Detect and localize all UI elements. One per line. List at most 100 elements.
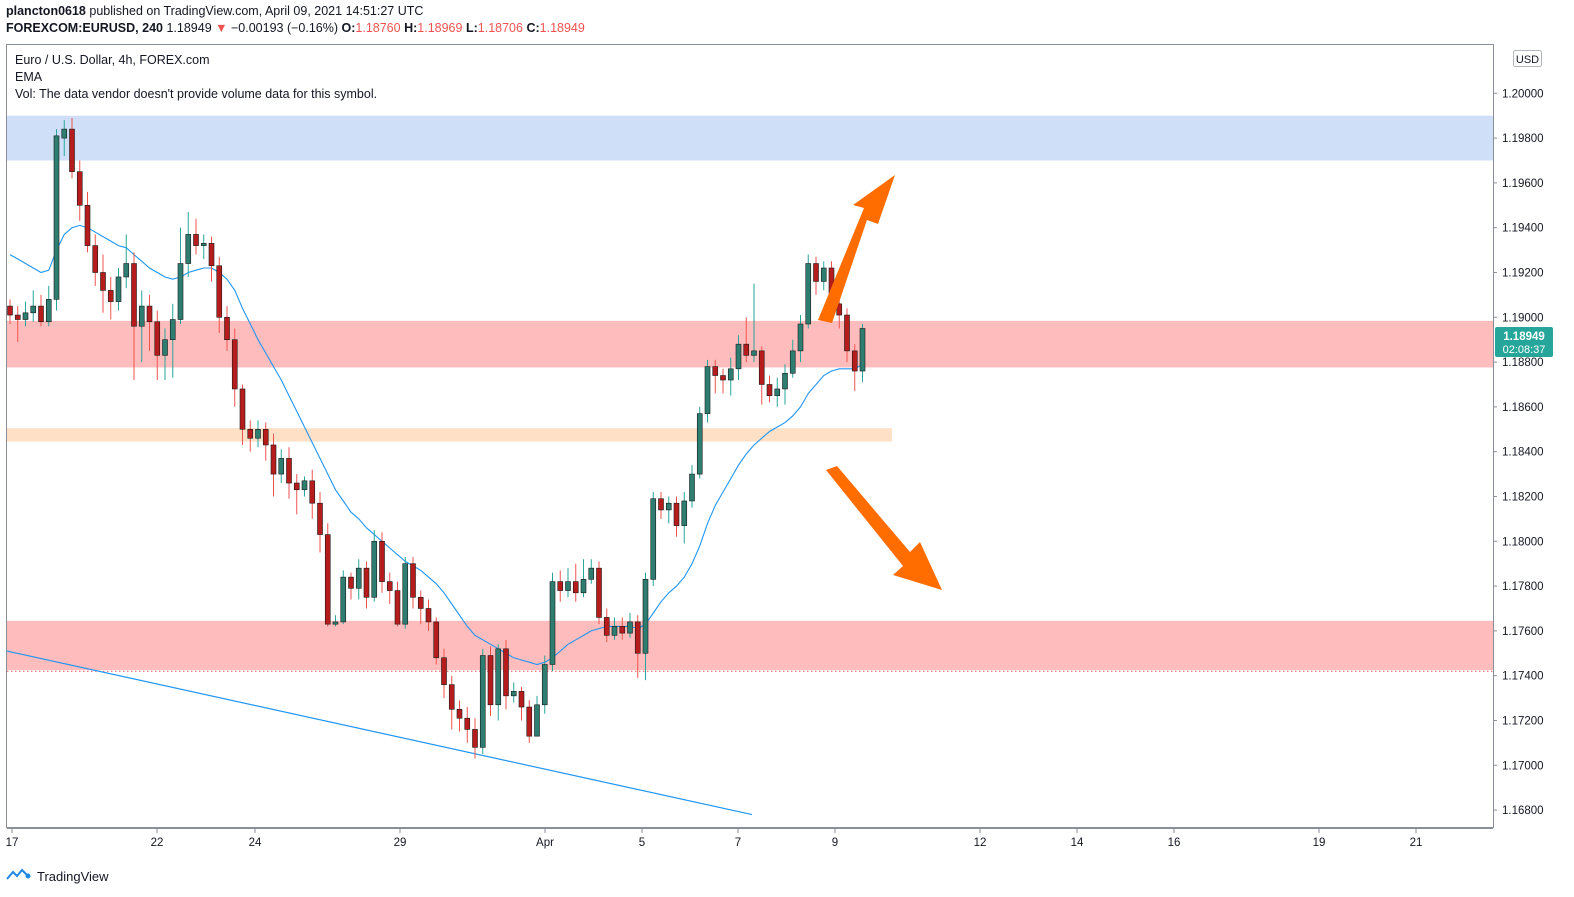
candle[interactable] xyxy=(851,344,858,392)
candle[interactable] xyxy=(216,256,223,333)
candle[interactable] xyxy=(231,328,238,407)
candle[interactable] xyxy=(518,686,525,721)
candle[interactable] xyxy=(14,306,21,342)
candle[interactable] xyxy=(394,581,401,627)
legend-ema[interactable]: EMA xyxy=(15,70,43,84)
candle[interactable] xyxy=(45,285,52,327)
candle[interactable] xyxy=(627,612,633,638)
candle[interactable] xyxy=(123,234,130,289)
candle[interactable] xyxy=(751,283,757,363)
candle[interactable] xyxy=(456,700,463,732)
candle[interactable] xyxy=(262,422,269,461)
candle[interactable] xyxy=(332,615,339,627)
candle[interactable] xyxy=(162,328,168,380)
candle[interactable] xyxy=(619,617,626,640)
candle[interactable] xyxy=(813,256,819,295)
candle[interactable] xyxy=(650,492,657,587)
candle[interactable] xyxy=(441,648,447,699)
candle[interactable] xyxy=(696,406,703,479)
candle[interactable] xyxy=(634,615,641,678)
trendline[interactable] xyxy=(6,650,753,816)
candle[interactable] xyxy=(131,252,137,380)
candle[interactable] xyxy=(146,294,153,351)
candle[interactable] xyxy=(340,570,347,625)
candle[interactable] xyxy=(185,212,192,277)
mid-zone[interactable] xyxy=(7,320,1493,368)
candle[interactable] xyxy=(588,559,595,584)
candle[interactable] xyxy=(100,254,106,313)
lower-zone[interactable] xyxy=(7,620,1493,671)
candle[interactable] xyxy=(76,160,83,221)
candle[interactable] xyxy=(301,476,308,497)
candle[interactable] xyxy=(7,299,13,324)
candle[interactable] xyxy=(789,339,796,378)
candle[interactable] xyxy=(549,572,556,672)
candle[interactable] xyxy=(704,359,711,423)
candle[interactable] xyxy=(69,117,75,179)
currency-box[interactable]: USD xyxy=(1513,50,1542,67)
candle[interactable] xyxy=(565,568,571,598)
candle[interactable] xyxy=(324,523,331,627)
candle[interactable] xyxy=(84,191,91,253)
candle[interactable] xyxy=(479,648,486,755)
candle[interactable] xyxy=(433,617,440,665)
author-name[interactable]: plancton0618 xyxy=(6,4,86,18)
candle[interactable] xyxy=(270,433,277,497)
candle[interactable] xyxy=(448,675,455,730)
candle[interactable] xyxy=(487,646,494,716)
candle[interactable] xyxy=(464,707,471,743)
candle[interactable] xyxy=(317,492,323,553)
arrow-down-icon[interactable] xyxy=(826,466,942,590)
candle[interactable] xyxy=(22,301,29,327)
candle[interactable] xyxy=(782,364,788,405)
candle[interactable] xyxy=(30,290,37,322)
candle[interactable] xyxy=(92,234,99,286)
candle[interactable] xyxy=(278,449,285,484)
candle[interactable] xyxy=(596,561,602,625)
candle[interactable] xyxy=(177,227,184,324)
candle[interactable] xyxy=(255,420,261,448)
candle[interactable] xyxy=(673,496,680,537)
candle[interactable] xyxy=(138,290,145,363)
candle[interactable] xyxy=(859,324,866,383)
candle[interactable] xyxy=(611,617,618,640)
candle[interactable] xyxy=(371,530,378,602)
candle[interactable] xyxy=(38,294,44,327)
candle[interactable] xyxy=(665,496,672,524)
candle[interactable] xyxy=(844,308,850,363)
candle[interactable] xyxy=(526,700,533,743)
candle[interactable] xyxy=(402,556,409,629)
candle[interactable] xyxy=(557,570,564,602)
candle[interactable] xyxy=(363,561,370,609)
candle[interactable] xyxy=(720,368,726,394)
candle[interactable] xyxy=(735,335,742,380)
price-chart[interactable]: 1.20000 1.19800 1.19600 1.19400 1.19200 1.190… xyxy=(0,0,1574,860)
upper-zone[interactable] xyxy=(7,115,1493,161)
candle[interactable] xyxy=(107,276,114,320)
legend-vol[interactable]: Vol: The data vendor doesn't provide vol… xyxy=(15,87,378,101)
candle[interactable] xyxy=(541,655,548,714)
candle[interactable] xyxy=(642,572,649,681)
candle[interactable] xyxy=(534,695,540,737)
candle[interactable] xyxy=(193,218,199,255)
candle[interactable] xyxy=(154,310,161,380)
candle[interactable] xyxy=(286,447,292,499)
candle[interactable] xyxy=(115,268,122,311)
candle[interactable] xyxy=(417,590,424,625)
candle[interactable] xyxy=(689,465,695,508)
candle[interactable] xyxy=(293,474,300,515)
candle[interactable] xyxy=(603,608,610,643)
candle[interactable] xyxy=(758,346,765,405)
candle[interactable] xyxy=(658,492,664,519)
candle[interactable] xyxy=(224,306,230,351)
candle[interactable] xyxy=(472,718,478,759)
candle[interactable] xyxy=(200,234,207,260)
candle[interactable] xyxy=(712,359,719,394)
candle[interactable] xyxy=(820,261,827,291)
candle[interactable] xyxy=(348,572,354,600)
candle[interactable] xyxy=(510,682,517,703)
candle[interactable] xyxy=(410,556,416,609)
candle[interactable] xyxy=(169,303,176,378)
candle[interactable] xyxy=(805,254,812,329)
candle[interactable] xyxy=(386,572,393,604)
